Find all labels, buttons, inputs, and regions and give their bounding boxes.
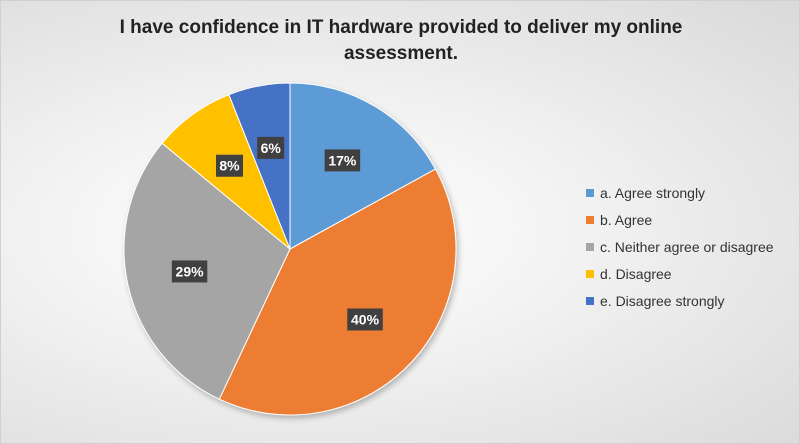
data-label-4: 8% xyxy=(216,154,244,177)
legend-swatch xyxy=(586,189,594,197)
data-label-3: 29% xyxy=(171,260,208,283)
data-label-text: 8% xyxy=(219,158,240,174)
data-label-text: 17% xyxy=(328,152,357,168)
data-label-5: 6% xyxy=(257,136,285,159)
legend-label: a. Agree strongly xyxy=(600,185,706,201)
legend-label: c. Neither agree or disagree xyxy=(600,239,774,255)
legend-item-2: b. Agree xyxy=(586,211,774,229)
legend-swatch xyxy=(586,243,594,251)
legend-swatch xyxy=(586,216,594,224)
legend-label: d. Disagree xyxy=(600,266,672,282)
data-label-box xyxy=(171,260,208,283)
data-label-1: 17% xyxy=(324,149,361,172)
data-label-box xyxy=(257,136,285,159)
legend-item-4: d. Disagree xyxy=(586,265,774,283)
chart-title: I have confidence in IT hardware provide… xyxy=(119,17,683,64)
pie-slice-1 xyxy=(289,82,437,250)
legend-label: e. Disagree strongly xyxy=(600,293,725,309)
data-label-box xyxy=(324,149,361,172)
data-label-text: 6% xyxy=(261,140,282,156)
pie-slice-5 xyxy=(228,82,291,250)
data-label-box xyxy=(347,308,383,331)
legend-swatch xyxy=(586,270,594,278)
data-label-2: 40% xyxy=(347,308,383,331)
data-label-text: 29% xyxy=(176,263,205,279)
chart-legend: a. Agree strongly b. Agree c. Neither agre… xyxy=(586,184,774,319)
legend-swatch xyxy=(586,297,594,305)
legend-item-3: c. Neither agree or disagree xyxy=(586,238,774,256)
data-label-box xyxy=(216,154,244,177)
legend-item-1: a. Agree strongly xyxy=(586,184,774,202)
pie-slice-2 xyxy=(218,168,457,416)
legend-label: b. Agree xyxy=(600,212,653,228)
data-label-text: 40% xyxy=(351,311,380,327)
legend-item-5: e. Disagree strongly xyxy=(586,292,774,310)
